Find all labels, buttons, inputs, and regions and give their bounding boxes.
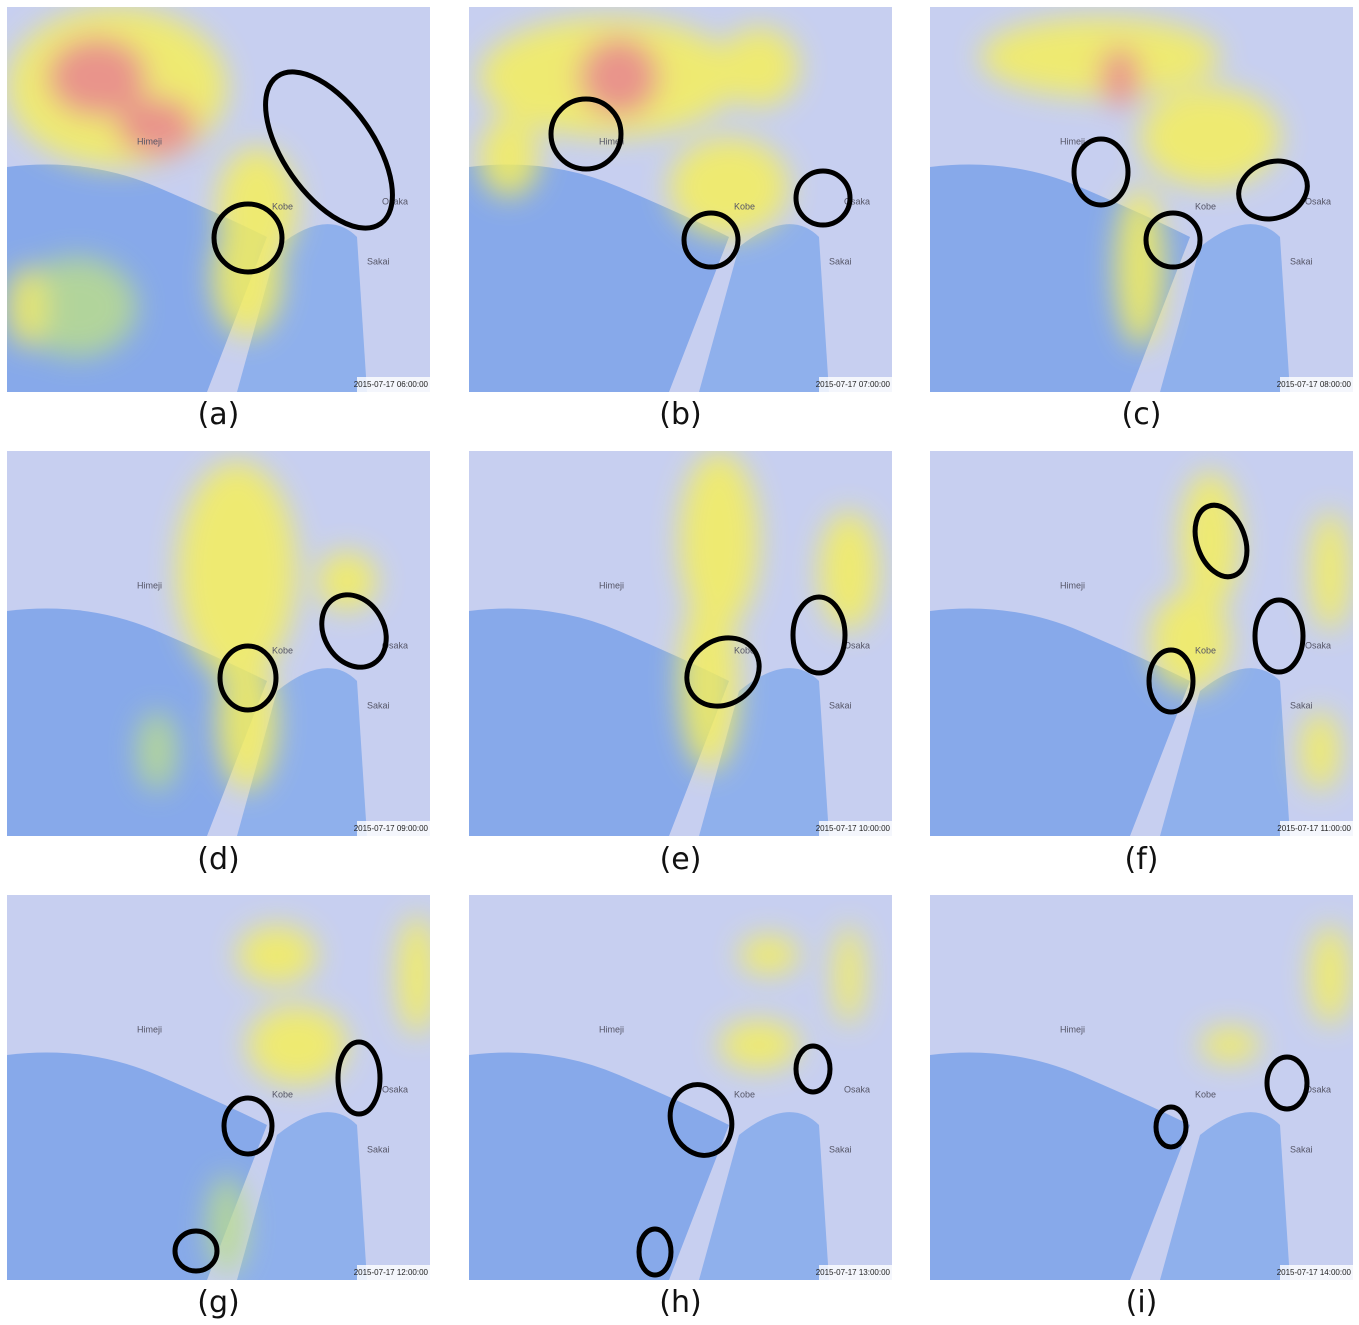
rain-cell: [1200, 1027, 1260, 1063]
rain-cell: [719, 1020, 799, 1070]
rain-cell: [1100, 47, 1140, 107]
place-name: Osaka: [1305, 640, 1331, 650]
figure: Himeji Kobe Osaka Sakai 2015-07-17 06:00:00 (…: [0, 0, 1359, 1325]
place-name: Osaka: [382, 196, 408, 206]
place-name: Himeji: [137, 1024, 162, 1034]
map-panel: Himeji Kobe Osaka Sakai 2015-07-17 11:00:00: [930, 451, 1353, 836]
place-name: Himeji: [1060, 136, 1085, 146]
map-panel: Himeji Kobe Osaka Sakai 2015-07-17 08:00:00: [930, 7, 1353, 392]
rain-cell: [117, 97, 197, 157]
timestamp: 2015-07-17 07:00:00: [816, 380, 891, 389]
rain-cell: [1180, 471, 1240, 611]
rain-cell: [579, 37, 659, 117]
place-name: Himeji: [137, 136, 162, 146]
place-name: Sakai: [1290, 700, 1313, 710]
place-name: Osaka: [844, 640, 870, 650]
place-name: Sakai: [367, 1144, 390, 1154]
caption: (h): [469, 1285, 892, 1320]
place-name: Sakai: [829, 256, 852, 266]
rain-cell: [137, 711, 177, 791]
place-name: Sakai: [829, 1144, 852, 1154]
rain-cell: [1310, 925, 1350, 1025]
caption: (i): [930, 1285, 1353, 1320]
timestamp: 2015-07-17 09:00:00: [354, 824, 429, 833]
caption: (g): [7, 1285, 430, 1320]
place-name: Kobe: [1195, 201, 1216, 211]
timestamp: 2015-07-17 12:00:00: [354, 1268, 429, 1277]
rain-cell: [247, 1005, 347, 1085]
rain-cell: [7, 267, 47, 347]
rain-cell: [739, 935, 799, 975]
place-name: Kobe: [272, 1089, 293, 1099]
rain-cell: [479, 117, 539, 197]
place-name: Kobe: [734, 1089, 755, 1099]
place-name: Kobe: [734, 201, 755, 211]
caption: (f): [930, 842, 1353, 877]
rain-cell: [1115, 187, 1165, 347]
place-name: Kobe: [1195, 1089, 1216, 1099]
timestamp: 2015-07-17 13:00:00: [816, 1268, 891, 1277]
caption: (b): [469, 397, 892, 432]
rain-cell: [1140, 87, 1280, 187]
timestamp: 2015-07-17 10:00:00: [816, 824, 891, 833]
place-name: Sakai: [367, 256, 390, 266]
timestamp: 2015-07-17 14:00:00: [1277, 1268, 1352, 1277]
place-name: Himeji: [599, 1024, 624, 1034]
rain-cell: [1150, 591, 1230, 691]
caption: (c): [930, 397, 1353, 432]
place-name: Sakai: [829, 700, 852, 710]
place-name: Himeji: [1060, 580, 1085, 590]
place-name: Sakai: [1290, 256, 1313, 266]
caption: (e): [469, 842, 892, 877]
place-name: Himeji: [137, 580, 162, 590]
map-panel: Himeji Kobe Osaka Sakai 2015-07-17 06:00:00: [7, 7, 430, 392]
map-panel: Himeji Kobe Osaka Sakai 2015-07-17 13:00:00: [469, 895, 892, 1280]
rain-cell: [719, 27, 799, 107]
rain-cell: [237, 925, 317, 985]
place-name: Osaka: [844, 1084, 870, 1094]
rain-cell: [834, 925, 864, 1025]
timestamp: 2015-07-17 06:00:00: [354, 380, 429, 389]
place-name: Sakai: [367, 700, 390, 710]
rain-cell: [1300, 711, 1340, 791]
rain-cell: [980, 17, 1220, 97]
place-name: Sakai: [1290, 1144, 1313, 1154]
place-name: Kobe: [272, 645, 293, 655]
caption: (d): [7, 842, 430, 877]
timestamp: 2015-07-17 11:00:00: [1277, 824, 1351, 833]
rain-cell: [212, 217, 282, 337]
place-name: Kobe: [272, 201, 293, 211]
place-name: Kobe: [1195, 645, 1216, 655]
rain-cell: [1310, 511, 1350, 631]
rain-cell: [819, 511, 879, 631]
timestamp: 2015-07-17 08:00:00: [1277, 380, 1352, 389]
place-name: Osaka: [1305, 196, 1331, 206]
place-name: Himeji: [599, 580, 624, 590]
caption: (a): [7, 397, 430, 432]
rain-cell: [217, 651, 277, 791]
place-name: Osaka: [382, 1084, 408, 1094]
map-panel: Himeji Kobe Osaka Sakai 2015-07-17 12:00:00: [7, 895, 430, 1280]
place-name: Himeji: [1060, 1024, 1085, 1034]
